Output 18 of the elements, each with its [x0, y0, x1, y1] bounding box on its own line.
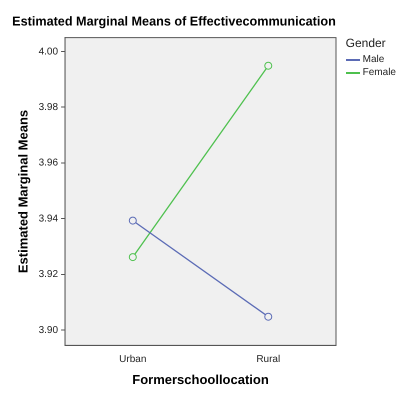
x-axis-title: Formerschoollocation: [132, 372, 269, 387]
y-tick-label: 3.94: [38, 213, 58, 224]
legend-title: Gender: [346, 36, 387, 50]
y-axis-title: Estimated Marginal Means: [15, 110, 30, 274]
legend-label: Female: [362, 66, 396, 79]
point: [128, 216, 137, 225]
y-tick-label: 3.92: [38, 269, 58, 280]
y-tick-label: 3.98: [38, 102, 58, 113]
chart-title: Estimated Marginal Means of Effectivecommunication: [12, 13, 336, 28]
point: [264, 312, 272, 321]
y-tick-label: 4.00: [38, 46, 58, 58]
point: [128, 253, 137, 262]
x-tick-label: Urban: [119, 354, 146, 366]
legend-label: Male: [362, 53, 384, 66]
x-tick-label: Rural: [256, 354, 280, 366]
y-tick-label: 3.96: [38, 158, 58, 169]
y-tick-label: 3.90: [38, 324, 58, 336]
point: [264, 62, 272, 70]
